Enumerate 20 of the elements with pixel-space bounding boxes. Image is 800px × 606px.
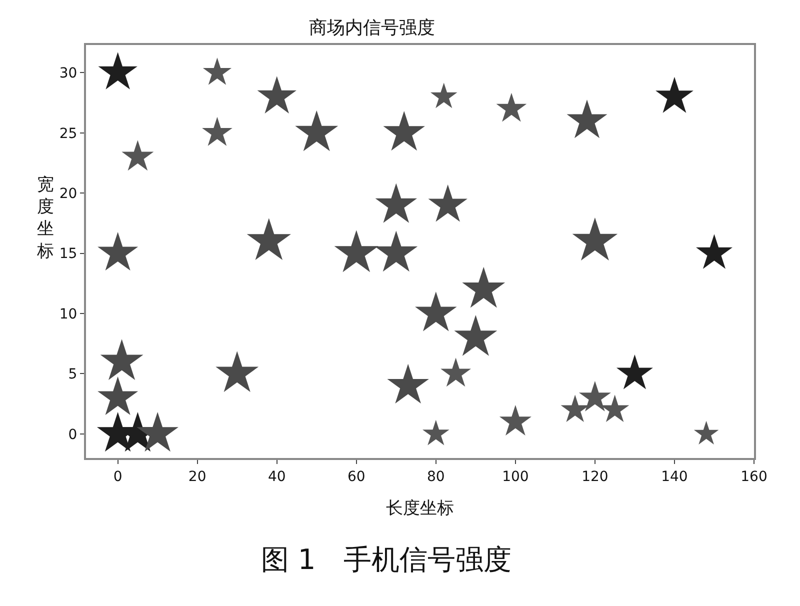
caption: 图 1 手机信号强度 xyxy=(261,543,512,576)
x-tick-label: 80 xyxy=(426,468,445,485)
x-tick-label: 100 xyxy=(502,468,529,485)
y-axis-title: 宽度坐标 xyxy=(36,175,54,262)
x-tick-label: 60 xyxy=(347,468,366,485)
y-tick-label: 15 xyxy=(59,246,78,262)
chart-title: 商场内信号强度 xyxy=(309,18,435,39)
x-tick-label: 120 xyxy=(582,468,608,485)
x-axis-title: 长度坐标 xyxy=(386,498,454,519)
y-tick-label: 0 xyxy=(68,426,78,443)
y-tick-label: 25 xyxy=(59,126,78,142)
y-tick-label: 10 xyxy=(59,306,78,322)
x-tick-label: 20 xyxy=(188,468,206,485)
y-tick-label: 30 xyxy=(59,66,78,82)
y-tick-label: 20 xyxy=(59,186,78,202)
x-tick-label: 140 xyxy=(661,468,688,485)
x-tick-label: 160 xyxy=(740,468,768,485)
y-tick-label: 5 xyxy=(68,366,78,383)
x-tick-label: 0 xyxy=(113,468,122,485)
x-tick-label: 40 xyxy=(268,468,286,485)
